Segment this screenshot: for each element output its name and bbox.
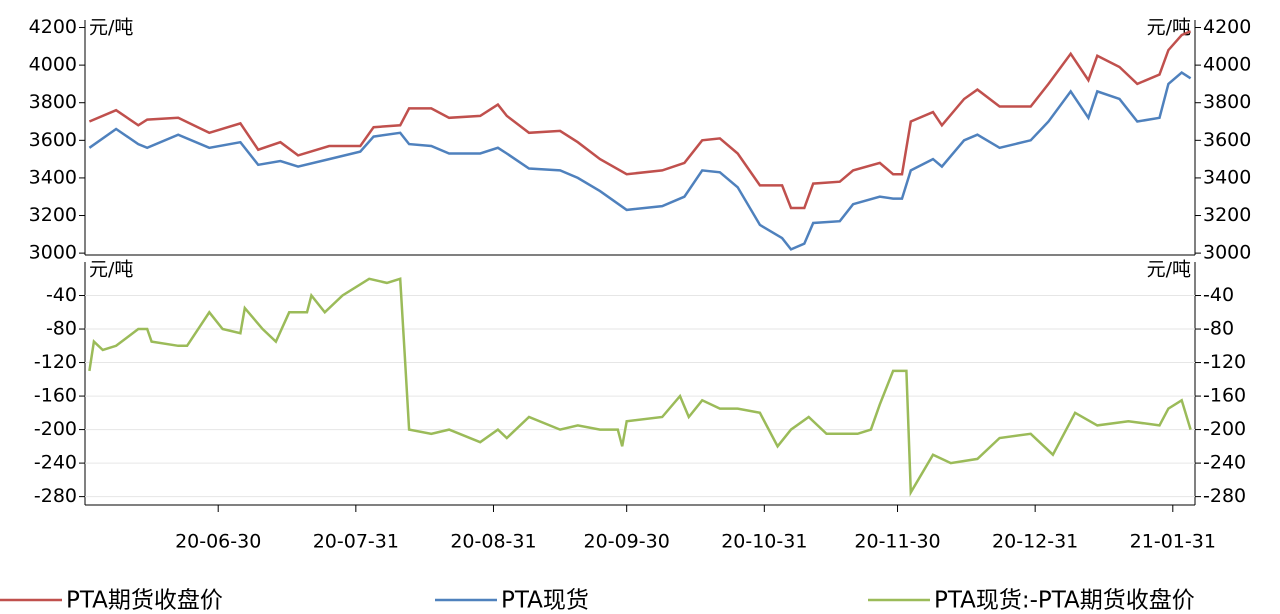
legend-label: PTA期货收盘价 <box>66 588 223 614</box>
y-tick-label: -280 <box>34 485 77 507</box>
y-tick-label: 3200 <box>29 204 77 226</box>
y-tick-label: 3800 <box>29 91 77 113</box>
x-tick-label: 20-10-31 <box>721 531 807 553</box>
y-tick-label: 3000 <box>1203 242 1251 264</box>
x-tick-label: 20-08-31 <box>450 531 536 553</box>
y-tick-label: 3400 <box>29 166 77 188</box>
y-tick-label: -40 <box>46 284 77 306</box>
y-unit-label: 元/吨 <box>89 259 133 281</box>
x-tick-label: 20-11-30 <box>854 531 940 553</box>
y-unit-label: 元/吨 <box>1147 259 1191 281</box>
legend-label: PTA现货:-PTA期货收盘价 <box>934 588 1195 614</box>
y-tick-label: 3200 <box>1203 204 1251 226</box>
y-tick-label: -240 <box>34 452 77 474</box>
y-unit-label: 元/吨 <box>89 17 133 39</box>
y-tick-label: 4200 <box>29 16 77 38</box>
y-tick-label: 3600 <box>1203 129 1251 151</box>
x-tick-label: 20-09-30 <box>584 531 670 553</box>
x-tick-label: 20-06-30 <box>175 531 261 553</box>
y-tick-label: -280 <box>1203 485 1246 507</box>
y-tick-label: -200 <box>1203 418 1246 440</box>
y-tick-label: -120 <box>1203 351 1246 373</box>
x-tick-label: 21-01-31 <box>1130 531 1216 553</box>
x-tick-label: 20-12-31 <box>992 531 1078 553</box>
y-tick-label: -120 <box>34 351 77 373</box>
y-tick-label: -80 <box>1203 318 1234 340</box>
y-tick-label: 4200 <box>1203 16 1251 38</box>
y-tick-label: -160 <box>34 385 77 407</box>
data-line <box>88 30 1192 210</box>
y-tick-label: 3800 <box>1203 91 1251 113</box>
data-line <box>88 277 1192 497</box>
y-tick-label: -40 <box>1203 284 1234 306</box>
y-tick-label: 3400 <box>1203 166 1251 188</box>
y-unit-label: 元/吨 <box>1147 17 1191 39</box>
x-tick-label: 20-07-31 <box>313 531 399 553</box>
legend-label: PTA现货 <box>501 588 589 614</box>
y-tick-label: 4000 <box>1203 54 1251 76</box>
y-tick-label: 3000 <box>29 242 77 264</box>
y-tick-label: 4000 <box>29 54 77 76</box>
y-tick-label: 3600 <box>29 129 77 151</box>
y-tick-label: -200 <box>34 418 77 440</box>
data-line <box>88 71 1192 251</box>
y-tick-label: -240 <box>1203 452 1246 474</box>
y-tick-label: -160 <box>1203 385 1246 407</box>
y-tick-label: -80 <box>46 318 77 340</box>
